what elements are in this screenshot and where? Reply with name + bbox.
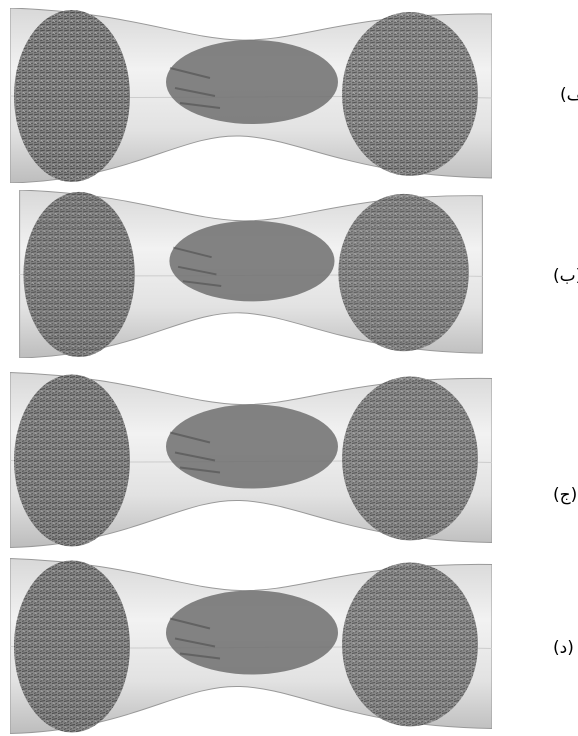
panel-label: (ب) bbox=[553, 266, 578, 286]
figure-svg: (الف) (ب) (ج) (د) bbox=[0, 0, 578, 736]
panel-2: (ب) bbox=[20, 190, 578, 358]
figure: (الف) (ب) (ج) (د) bbox=[0, 0, 578, 736]
panel-1: (الف) bbox=[10, 8, 578, 183]
panel-3: (ج) bbox=[10, 373, 577, 548]
panel-label: (ج) bbox=[553, 485, 577, 505]
panel-label: (د) bbox=[553, 638, 574, 658]
panel-4: (د) bbox=[10, 559, 574, 734]
panel-label: (الف) bbox=[560, 85, 578, 105]
